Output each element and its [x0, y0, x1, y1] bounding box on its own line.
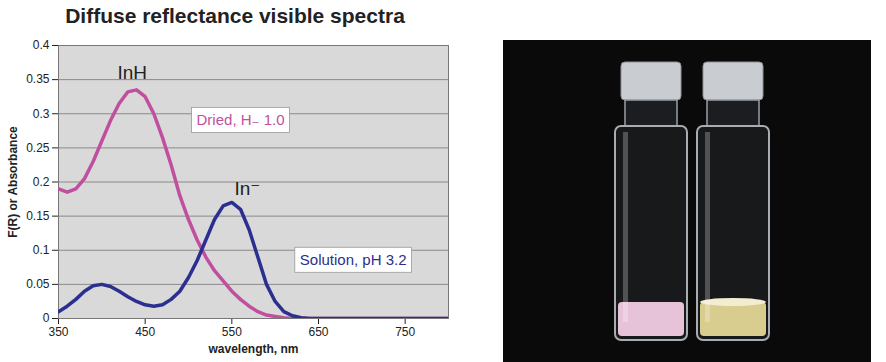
svg-text:Dried, H₋ 1.0: Dried, H₋ 1.0	[197, 111, 285, 128]
svg-text:0.05: 0.05	[26, 277, 50, 291]
svg-text:0: 0	[43, 311, 50, 325]
svg-text:550: 550	[222, 325, 242, 339]
svg-text:0.1: 0.1	[33, 243, 50, 257]
svg-text:F(R) or Absorbance: F(R) or Absorbance	[6, 126, 20, 238]
html-text:Diffuse reflectance visible sp: Diffuse reflectance visible spectra	[65, 4, 405, 27]
svg-text:InH: InH	[117, 62, 147, 83]
svg-text:450: 450	[135, 325, 155, 339]
svg-text:0.2: 0.2	[33, 175, 50, 189]
svg-text:0.3: 0.3	[33, 107, 50, 121]
svg-text:Solution, pH 3.2: Solution, pH 3.2	[300, 251, 407, 268]
svg-text:350: 350	[48, 325, 68, 339]
svg-text:650: 650	[308, 325, 328, 339]
svg-text:wavelength, nm: wavelength, nm	[207, 342, 298, 356]
svg-text:0.25: 0.25	[26, 141, 50, 155]
svg-text:750: 750	[395, 325, 415, 339]
svg-text:0.35: 0.35	[26, 72, 50, 86]
svg-text:In⁻: In⁻	[234, 178, 260, 199]
svg-text:0.4: 0.4	[33, 38, 50, 52]
svg-text:0.15: 0.15	[26, 209, 50, 223]
